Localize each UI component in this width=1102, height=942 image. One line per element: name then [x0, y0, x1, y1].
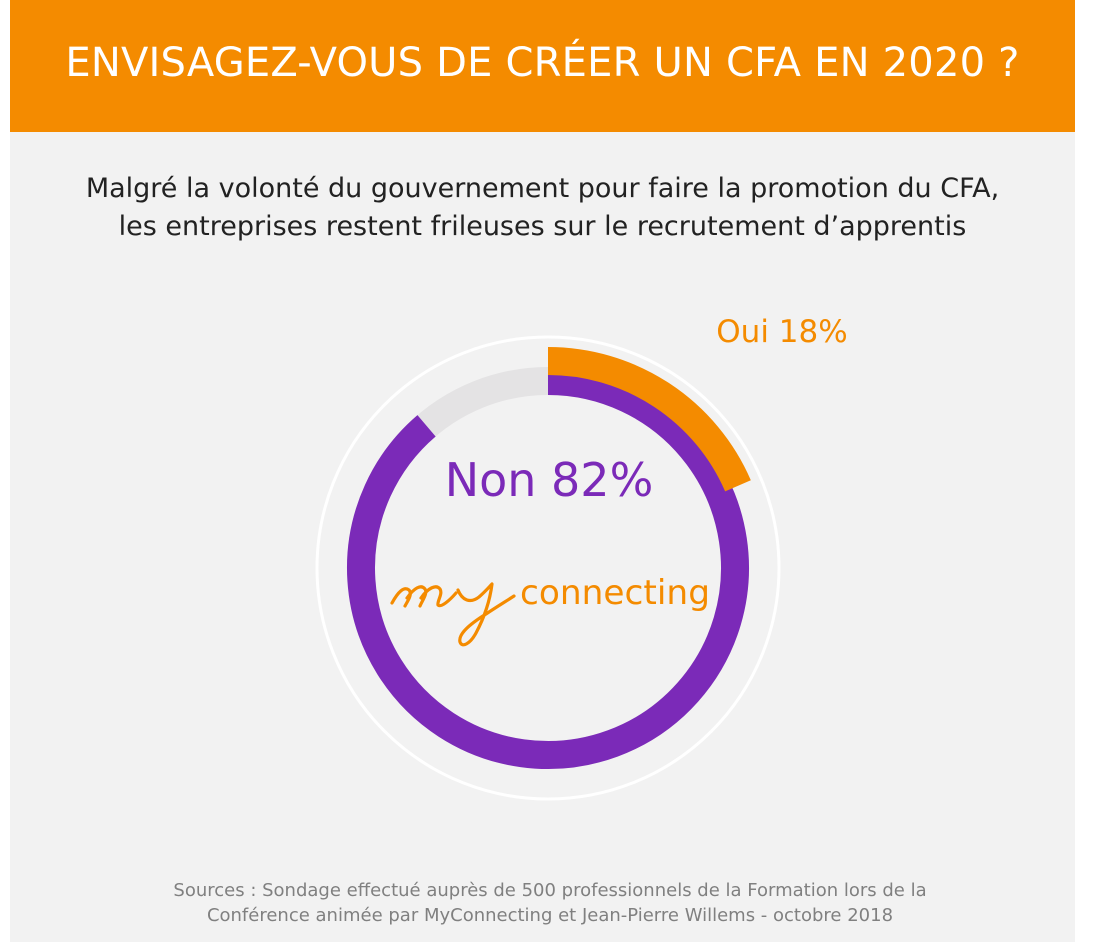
- label-oui: Oui 18%: [716, 314, 847, 350]
- infographic-card: [10, 0, 1075, 942]
- slice-non: [347, 367, 749, 769]
- outer-guide-ring: [315, 335, 781, 801]
- page-title: ENVISAGEZ-VOUS DE CRÉER UN CFA EN 2020 ?: [65, 40, 1020, 86]
- sources-note: Sources : Sondage effectué auprès de 500…: [0, 878, 1100, 928]
- slice-oui: [547, 347, 751, 492]
- subtitle: Malgré la volonté du gouvernement pour f…: [10, 170, 1075, 246]
- logo-text-connecting: connecting: [520, 573, 710, 613]
- subtitle-line-1: Malgré la volonté du gouvernement pour f…: [85, 173, 1000, 204]
- subtitle-line-2: les entreprises restent frileuses sur le…: [118, 211, 967, 242]
- sources-line-1: Sources : Sondage effectué auprès de 500…: [173, 880, 927, 901]
- label-non: Non 82%: [445, 453, 654, 507]
- header-banner: ENVISAGEZ-VOUS DE CRÉER UN CFA EN 2020 ?: [10, 0, 1075, 132]
- myconnecting-logo: connecting: [390, 573, 710, 647]
- sources-line-2: Conférence animée par MyConnecting et Je…: [206, 905, 894, 926]
- logo-script-my: [390, 582, 516, 647]
